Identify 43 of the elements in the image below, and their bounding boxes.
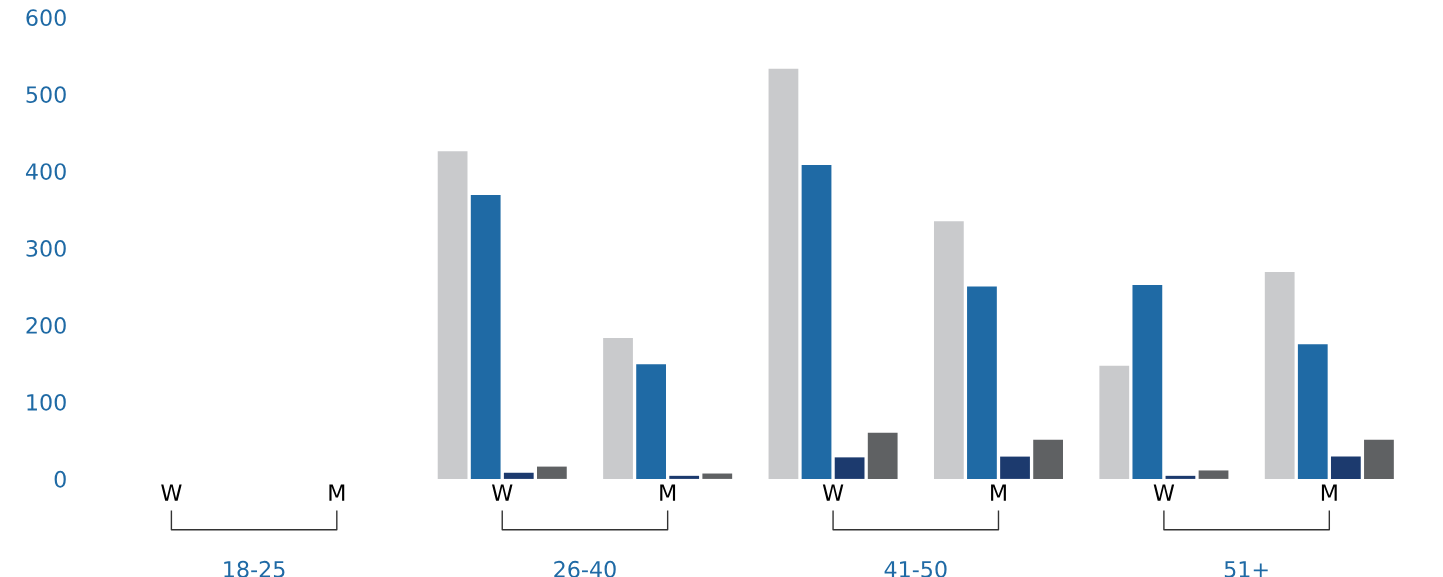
bar <box>1364 439 1394 479</box>
x-tick-label: M <box>329 484 345 501</box>
bar <box>801 165 832 479</box>
y-tick-label: 100 <box>27 393 66 411</box>
bar <box>933 221 964 479</box>
bar <box>1099 365 1130 479</box>
x-tick-label: M <box>1321 484 1337 501</box>
bar <box>437 151 468 479</box>
bar <box>470 195 501 479</box>
text: 51+ <box>1224 561 1268 577</box>
y-tick-label: 500 <box>26 86 66 103</box>
text: 18-25 <box>224 560 285 577</box>
y-tick-label: 400 <box>25 163 66 180</box>
bar <box>669 475 700 479</box>
bar <box>867 432 898 479</box>
bar <box>834 457 865 479</box>
bar <box>536 466 567 479</box>
y-tick-label: 600 <box>26 9 66 27</box>
bar <box>1264 271 1295 479</box>
bar <box>768 68 799 479</box>
bar <box>636 364 666 479</box>
text: 26-40 <box>554 560 616 577</box>
x-tick-label: W <box>491 484 513 501</box>
bar <box>1330 456 1361 479</box>
bar <box>1165 475 1196 479</box>
bar <box>1198 470 1229 479</box>
bar <box>1132 285 1163 479</box>
x-tick-label: M <box>991 484 1006 501</box>
bar <box>967 286 997 479</box>
x-tick-label: M <box>660 484 676 501</box>
bar <box>1033 439 1063 479</box>
y-tick-label: 0 <box>54 470 66 488</box>
bar <box>702 473 733 479</box>
x-tick-label: W <box>161 484 182 501</box>
text: 41-50 <box>884 560 947 577</box>
bar <box>503 472 534 479</box>
bar <box>603 338 633 479</box>
bar <box>1000 456 1030 479</box>
x-tick-label: W <box>822 484 844 501</box>
x-tick-label: W <box>1153 484 1175 501</box>
bar <box>1297 344 1328 479</box>
y-tick-label: 300 <box>26 240 66 257</box>
y-tick-label: 200 <box>26 316 66 334</box>
